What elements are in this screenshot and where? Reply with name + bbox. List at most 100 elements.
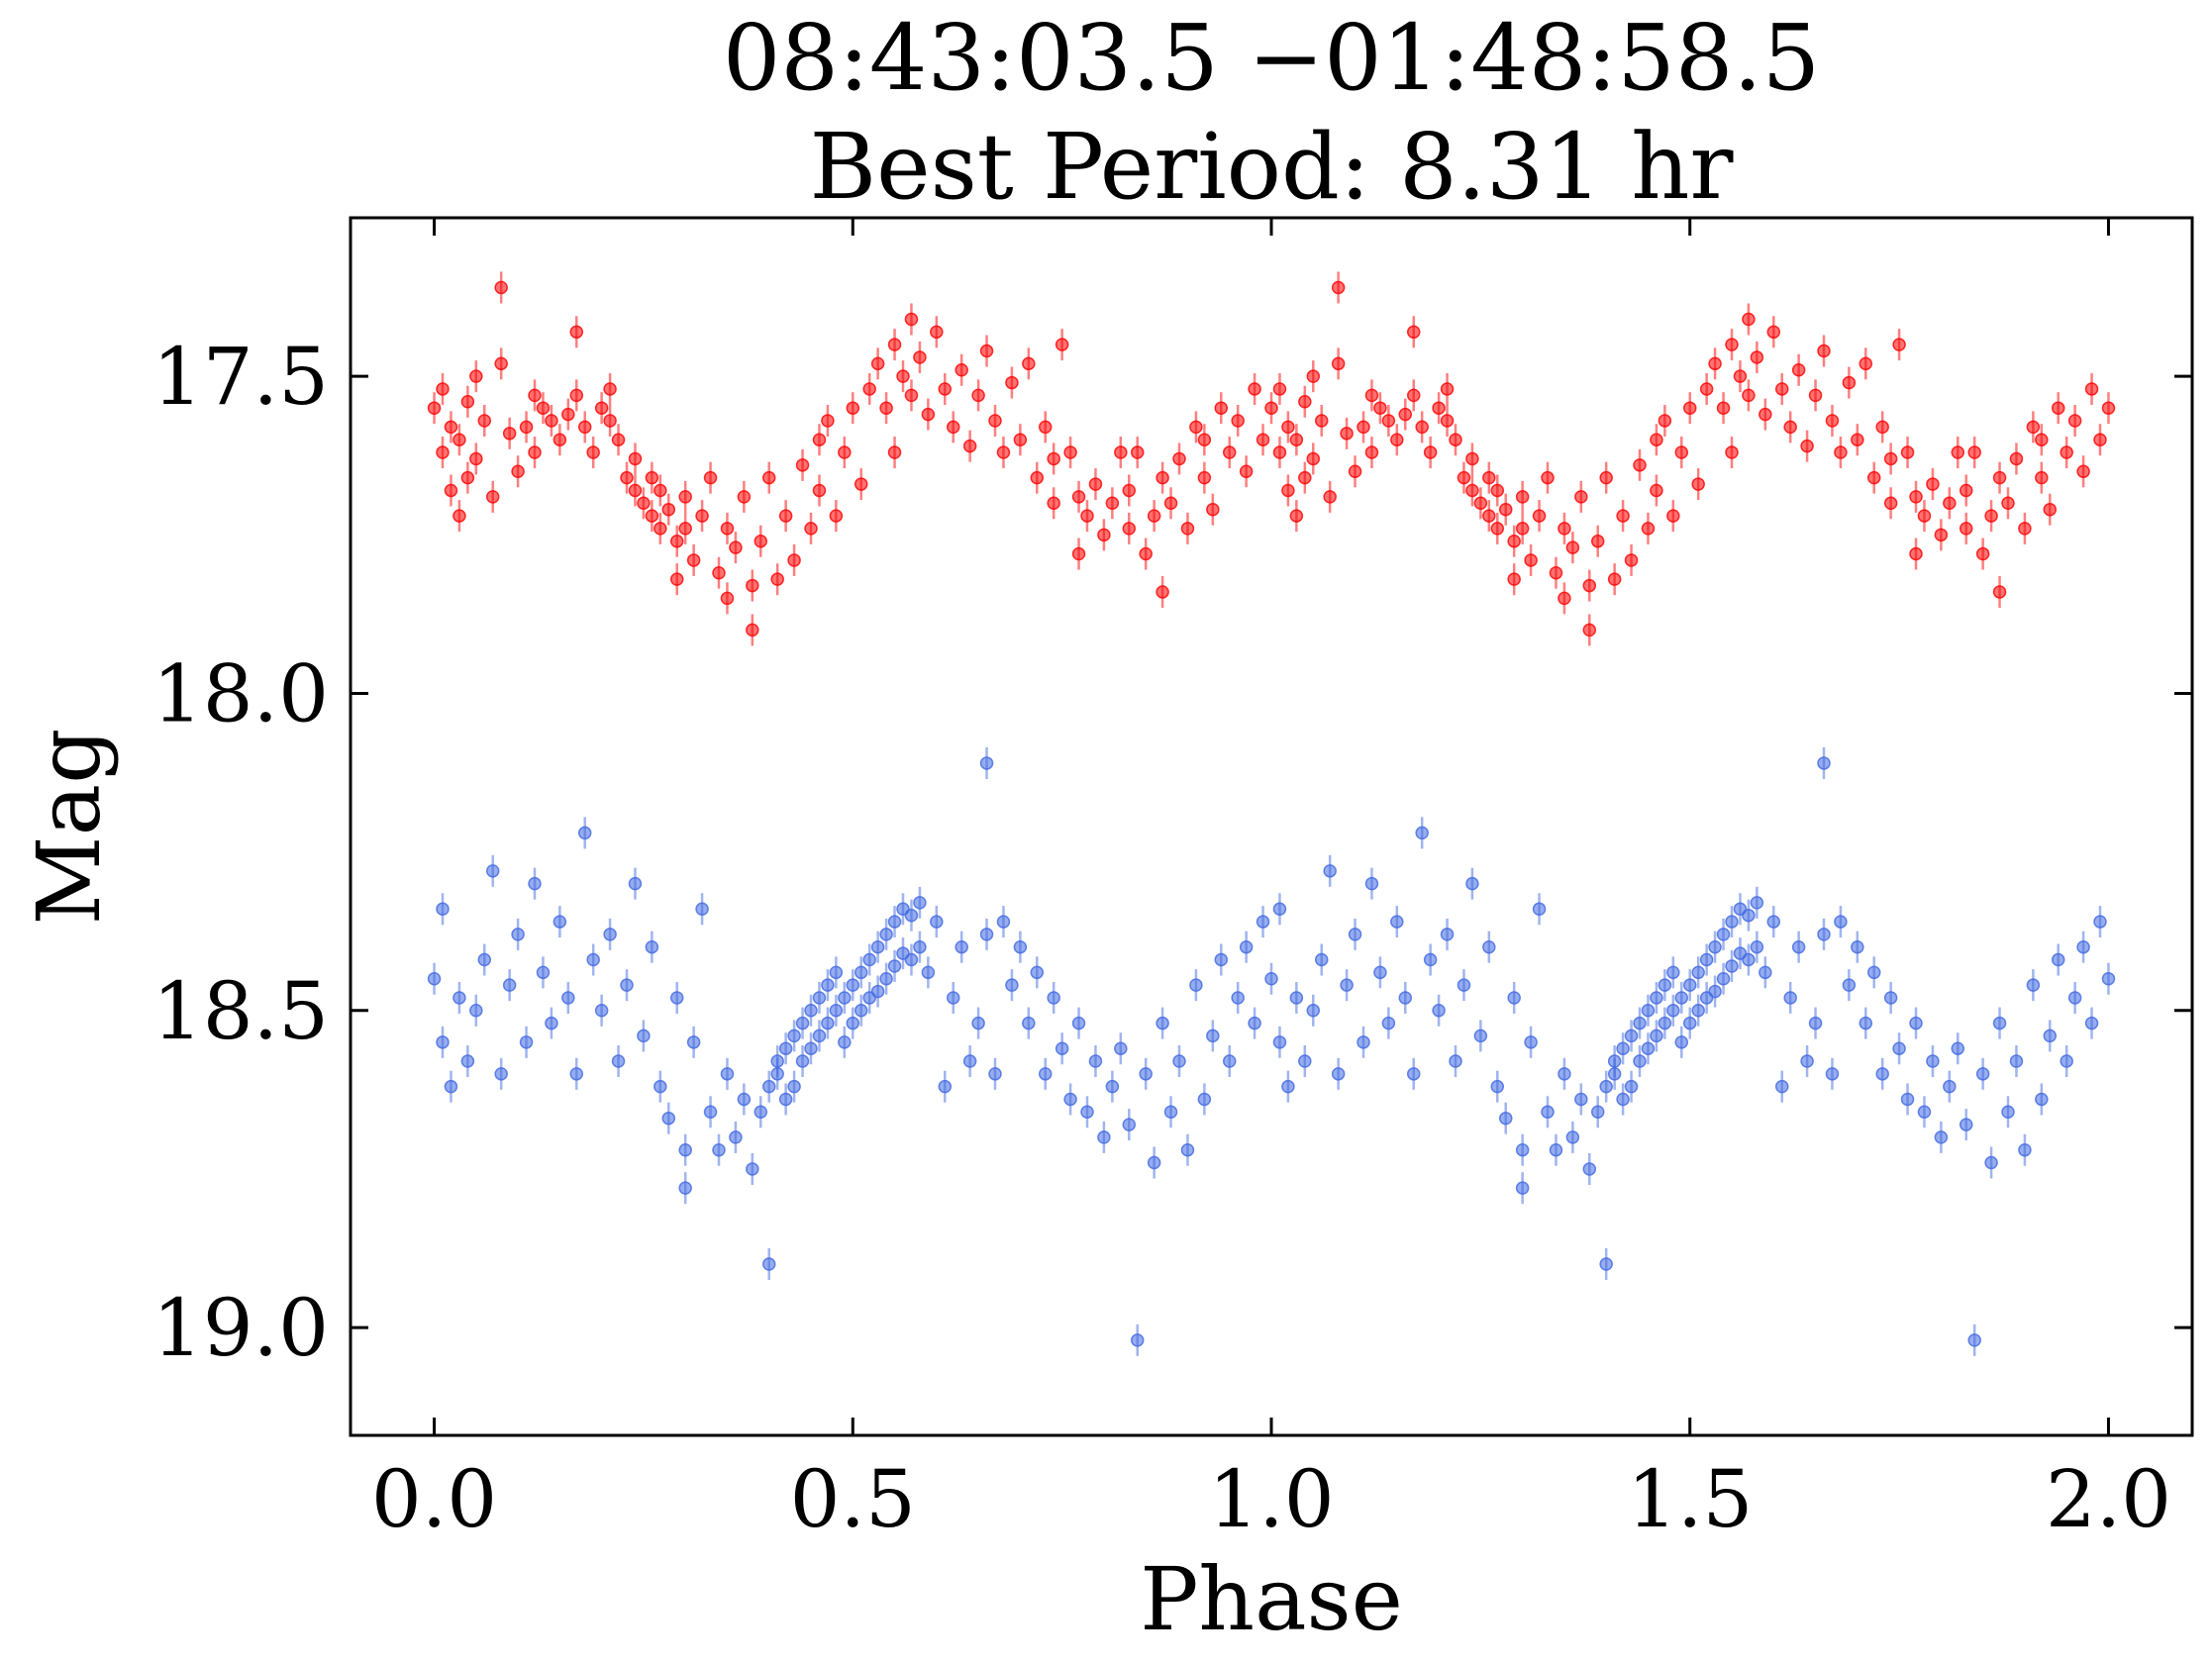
data-point	[1348, 464, 1362, 478]
data-point	[996, 445, 1011, 459]
data-point	[1156, 470, 1169, 485]
data-point	[1616, 1092, 1630, 1107]
data-point	[2093, 433, 2107, 446]
data-point	[1766, 325, 1781, 340]
data-point	[862, 382, 876, 396]
data-point	[1607, 1054, 1622, 1068]
data-point	[645, 939, 659, 954]
data-point	[2067, 414, 2082, 428]
data-point	[2051, 401, 2065, 415]
data-point	[1348, 928, 1362, 941]
data-point	[1314, 952, 1329, 967]
data-point	[1038, 1067, 1053, 1081]
data-point	[862, 952, 876, 967]
data-point	[1055, 338, 1069, 351]
data-point	[821, 1016, 835, 1030]
data-point	[1114, 1041, 1128, 1055]
data-point	[1574, 1092, 1588, 1107]
data-point	[1984, 509, 1998, 523]
data-point	[795, 1016, 810, 1030]
data-point	[661, 1111, 676, 1126]
data-point	[577, 420, 592, 435]
data-point	[955, 939, 968, 954]
data-point	[695, 509, 709, 523]
data-point	[1967, 1333, 1981, 1347]
data-point	[511, 928, 525, 941]
data-point	[930, 915, 944, 929]
data-point	[1071, 546, 1086, 561]
data-point	[1457, 470, 1471, 485]
data-point	[436, 902, 450, 917]
y-tick-label: 17.5	[152, 331, 329, 423]
data-point	[870, 939, 885, 954]
data-point	[1323, 864, 1337, 878]
data-point	[1532, 902, 1547, 917]
data-point	[460, 395, 475, 409]
data-point	[1666, 509, 1680, 523]
data-point	[1926, 477, 1940, 491]
data-point	[586, 445, 600, 459]
data-point	[887, 445, 902, 459]
data-point	[460, 1054, 475, 1068]
data-point	[678, 1181, 692, 1195]
data-point	[1490, 522, 1505, 536]
data-points	[427, 271, 2116, 1356]
data-point	[1859, 356, 1873, 371]
data-point	[2035, 1092, 2049, 1107]
data-point	[1883, 496, 1898, 511]
data-point	[1943, 1079, 1957, 1094]
data-point	[1063, 1092, 1077, 1107]
data-point	[1122, 522, 1137, 536]
data-point	[1281, 483, 1295, 498]
data-point	[1774, 1079, 1789, 1094]
data-point	[838, 1035, 852, 1049]
data-point	[577, 826, 592, 840]
data-point	[1817, 343, 1831, 358]
data-point	[1432, 1004, 1446, 1018]
data-point	[1725, 915, 1739, 929]
data-point	[2043, 1029, 2058, 1043]
data-point	[812, 433, 827, 446]
data-point	[536, 965, 551, 980]
data-point	[485, 864, 500, 878]
data-point	[1097, 1130, 1111, 1144]
data-point	[754, 1105, 768, 1120]
data-point	[1892, 338, 1906, 351]
data-point	[2009, 1054, 2024, 1068]
data-point	[669, 991, 684, 1005]
data-point	[686, 553, 701, 567]
data-point	[485, 490, 500, 504]
data-point	[1222, 1054, 1237, 1068]
data-point	[444, 420, 458, 435]
data-point	[1725, 338, 1739, 351]
chart-subtitle: Best Period: 8.31 hr	[810, 114, 1734, 220]
data-point	[1766, 915, 1781, 929]
data-point	[1097, 528, 1111, 542]
data-point	[594, 1004, 609, 1018]
data-point	[2076, 464, 2090, 478]
data-point	[452, 433, 466, 446]
data-point	[787, 1029, 801, 1043]
data-point	[1750, 350, 1764, 364]
data-point	[2035, 433, 2049, 446]
data-point	[887, 915, 902, 929]
data-point	[2060, 1054, 2073, 1068]
data-point	[1759, 965, 1772, 980]
data-point	[829, 1004, 844, 1018]
data-point	[1943, 496, 1957, 511]
data-point	[1088, 1054, 1103, 1068]
data-point	[870, 984, 885, 999]
data-point	[2026, 978, 2041, 992]
data-point	[1650, 433, 1663, 446]
data-point	[896, 369, 910, 383]
data-point	[1975, 546, 1990, 561]
data-point	[1071, 490, 1086, 504]
data-point	[955, 363, 968, 377]
x-tick-label: 0.0	[371, 1453, 497, 1545]
data-point	[469, 1004, 483, 1018]
data-point	[1272, 1035, 1287, 1049]
data-point	[2093, 915, 2107, 929]
data-point	[1590, 1105, 1605, 1120]
data-point	[1130, 445, 1145, 459]
data-point	[1306, 1004, 1321, 1018]
